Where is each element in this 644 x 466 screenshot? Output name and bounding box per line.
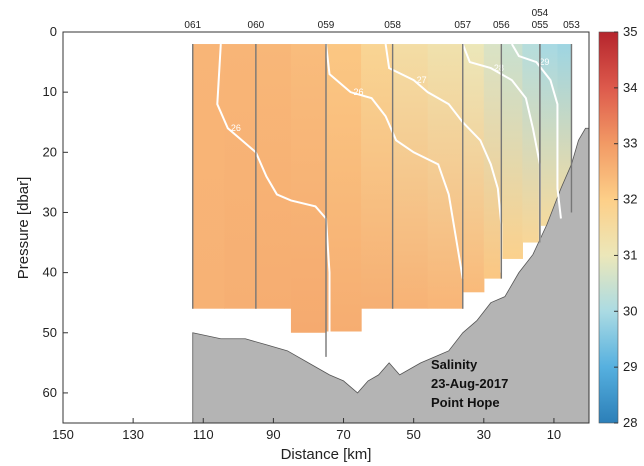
salinity-band — [255, 44, 292, 309]
x-tick-label: 150 — [52, 427, 74, 442]
station-label: 059 — [318, 20, 335, 31]
station-label: 053 — [563, 20, 580, 31]
y-tick-label: 50 — [43, 325, 57, 340]
colorbar-tick-label: 33 — [623, 136, 637, 151]
contour-line — [510, 43, 562, 219]
contour-label: 26 — [354, 87, 364, 97]
x-tick-label: 50 — [406, 427, 420, 442]
salinity-band — [224, 44, 257, 309]
salinity-field — [192, 44, 573, 333]
annotation-variable: Salinity — [431, 357, 478, 372]
contour-label: 28 — [494, 63, 504, 73]
y-axis-label: Pressure [dbar] — [15, 177, 32, 280]
x-axis: 150 130 110 90 70 50 30 10 — [52, 418, 561, 442]
contour-label: 29 — [539, 57, 549, 67]
salinity-band — [483, 44, 502, 279]
colorbar-tick-label: 30 — [623, 303, 637, 318]
station-label: 054 — [532, 8, 549, 19]
station-label: 061 — [184, 20, 201, 31]
x-tick-label: 70 — [336, 427, 350, 442]
y-tick-label: 60 — [43, 385, 57, 400]
salinity-band — [501, 44, 523, 259]
x-tick-label: 130 — [122, 427, 144, 442]
colorbar-tick-label: 31 — [623, 247, 637, 262]
contour-label: 26 — [231, 123, 241, 133]
annotation-date: 23-Aug-2017 — [431, 376, 508, 391]
station-label: 057 — [454, 20, 471, 31]
salinity-band — [462, 44, 485, 293]
x-tick-label: 30 — [477, 427, 491, 442]
colorbar-tick-label: 35 — [623, 24, 637, 39]
colorbar-tick-label: 32 — [623, 192, 637, 207]
y-tick-label: 30 — [43, 204, 57, 219]
contour-label: 27 — [417, 75, 427, 85]
colorbar-ticks: 28 29 30 31 32 33 34 35 — [614, 24, 637, 430]
contour-line — [325, 43, 464, 279]
x-tick-label: 110 — [193, 427, 214, 442]
x-tick-label: 90 — [266, 427, 280, 442]
y-tick-label: 10 — [43, 84, 57, 99]
x-axis-label: Distance [km] — [281, 446, 372, 463]
seafloor — [192, 127, 589, 423]
station-label: 060 — [248, 20, 265, 31]
annotation-location: Point Hope — [431, 395, 500, 410]
salinity-band — [361, 44, 394, 309]
y-tick-label: 0 — [50, 24, 57, 39]
plot-frame — [62, 31, 590, 424]
salinity-band — [192, 44, 225, 309]
salinity-band — [427, 44, 464, 309]
station-label: 055 — [532, 20, 549, 31]
colorbar-tick-label: 29 — [623, 359, 637, 374]
salinity-band — [290, 44, 327, 333]
x-tick-label: 10 — [547, 427, 561, 442]
salinity-band — [522, 44, 541, 243]
station-label: 058 — [384, 20, 401, 31]
seafloor-layer — [192, 127, 589, 423]
colorbar — [598, 31, 619, 424]
station-label: 056 — [493, 20, 510, 31]
y-tick-label: 20 — [43, 144, 57, 159]
colorbar-tick-label: 34 — [623, 80, 637, 95]
colorbar-tick-label: 28 — [623, 415, 637, 430]
section-annotation: Salinity 23-Aug-2017 Point Hope — [431, 357, 508, 410]
y-axis: 0 10 20 30 40 50 60 — [43, 24, 68, 400]
y-tick-label: 40 — [43, 265, 57, 280]
salinity-band — [326, 44, 362, 332]
